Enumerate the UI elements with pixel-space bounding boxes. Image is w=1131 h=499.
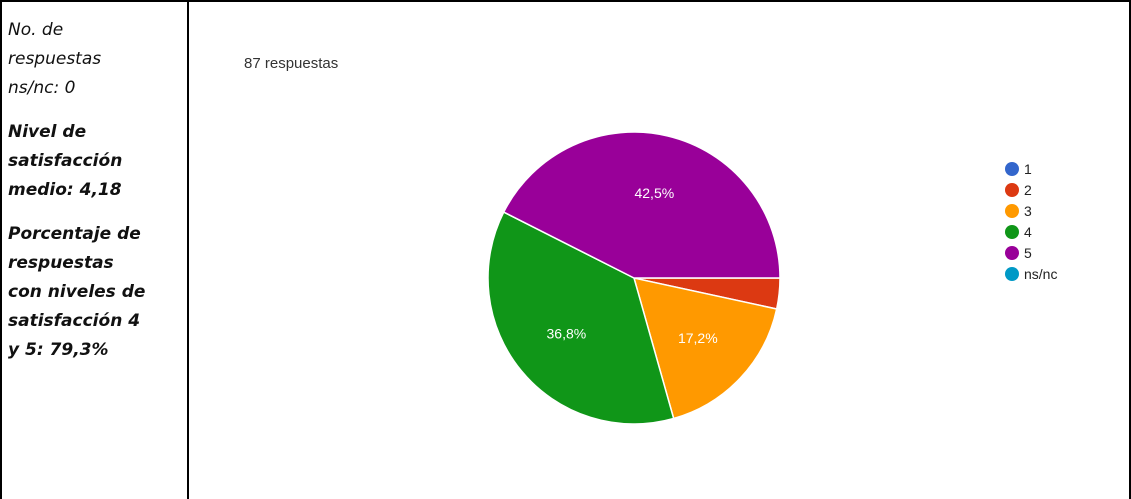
- legend-item-1[interactable]: 1: [1005, 158, 1057, 179]
- legend-label: 4: [1024, 223, 1032, 240]
- legend-label: 5: [1024, 244, 1032, 261]
- legend-item-4[interactable]: 4: [1005, 221, 1057, 242]
- pct-line-5: y 5: 79,3%: [8, 340, 109, 360]
- legend-swatch: [1005, 161, 1019, 176]
- legend-label: ns/nc: [1024, 265, 1058, 282]
- pct-line-4: satisfacción 4: [8, 311, 141, 331]
- pct-line-3: con niveles de: [8, 282, 146, 302]
- column-divider: [187, 0, 189, 499]
- pie-slice-4[interactable]: [487, 211, 675, 425]
- pie-slice-5[interactable]: [502, 131, 781, 279]
- ns-nc-line-1: No. de: [8, 20, 64, 40]
- legend-swatch: [1005, 266, 1019, 281]
- legend-label: 3: [1024, 202, 1032, 219]
- data-label-3: 17,2%: [678, 330, 718, 346]
- avg-line-3: medio: 4,18: [8, 180, 122, 200]
- avg-line-1: Nivel de: [8, 122, 87, 142]
- pct-line-1: Porcentaje de: [8, 224, 141, 244]
- legend-item-5[interactable]: 5: [1005, 242, 1057, 263]
- legend-swatch: [1005, 182, 1019, 197]
- responses-count: 87 respuestas: [244, 55, 339, 72]
- data-label-4: 36,8%: [547, 326, 587, 342]
- pie-chart: 17,2% 36,8% 42,5%: [487, 131, 781, 425]
- summary-panel: No. de respuestas ns/nc: 0 Nivel de sati…: [8, 0, 186, 365]
- pct-line-2: respuestas: [8, 253, 114, 273]
- pie-slice-3[interactable]: [632, 277, 778, 420]
- chart-legend: 1 2 3 4 5 ns/nc: [1005, 158, 1057, 284]
- avg-line-2: satisfacción: [8, 151, 123, 171]
- ns-nc-line-3: ns/nc: 0: [8, 78, 76, 98]
- legend-label: 1: [1024, 160, 1032, 177]
- ns-nc-line-2: respuestas: [8, 49, 102, 69]
- legend-label: 2: [1024, 181, 1032, 198]
- legend-swatch: [1005, 245, 1019, 260]
- legend-item-2[interactable]: 2: [1005, 179, 1057, 200]
- legend-swatch: [1005, 203, 1019, 218]
- legend-item-ns-nc[interactable]: ns/nc: [1005, 263, 1057, 284]
- data-label-5: 42,5%: [634, 185, 674, 201]
- legend-item-3[interactable]: 3: [1005, 200, 1057, 221]
- legend-swatch: [1005, 224, 1019, 239]
